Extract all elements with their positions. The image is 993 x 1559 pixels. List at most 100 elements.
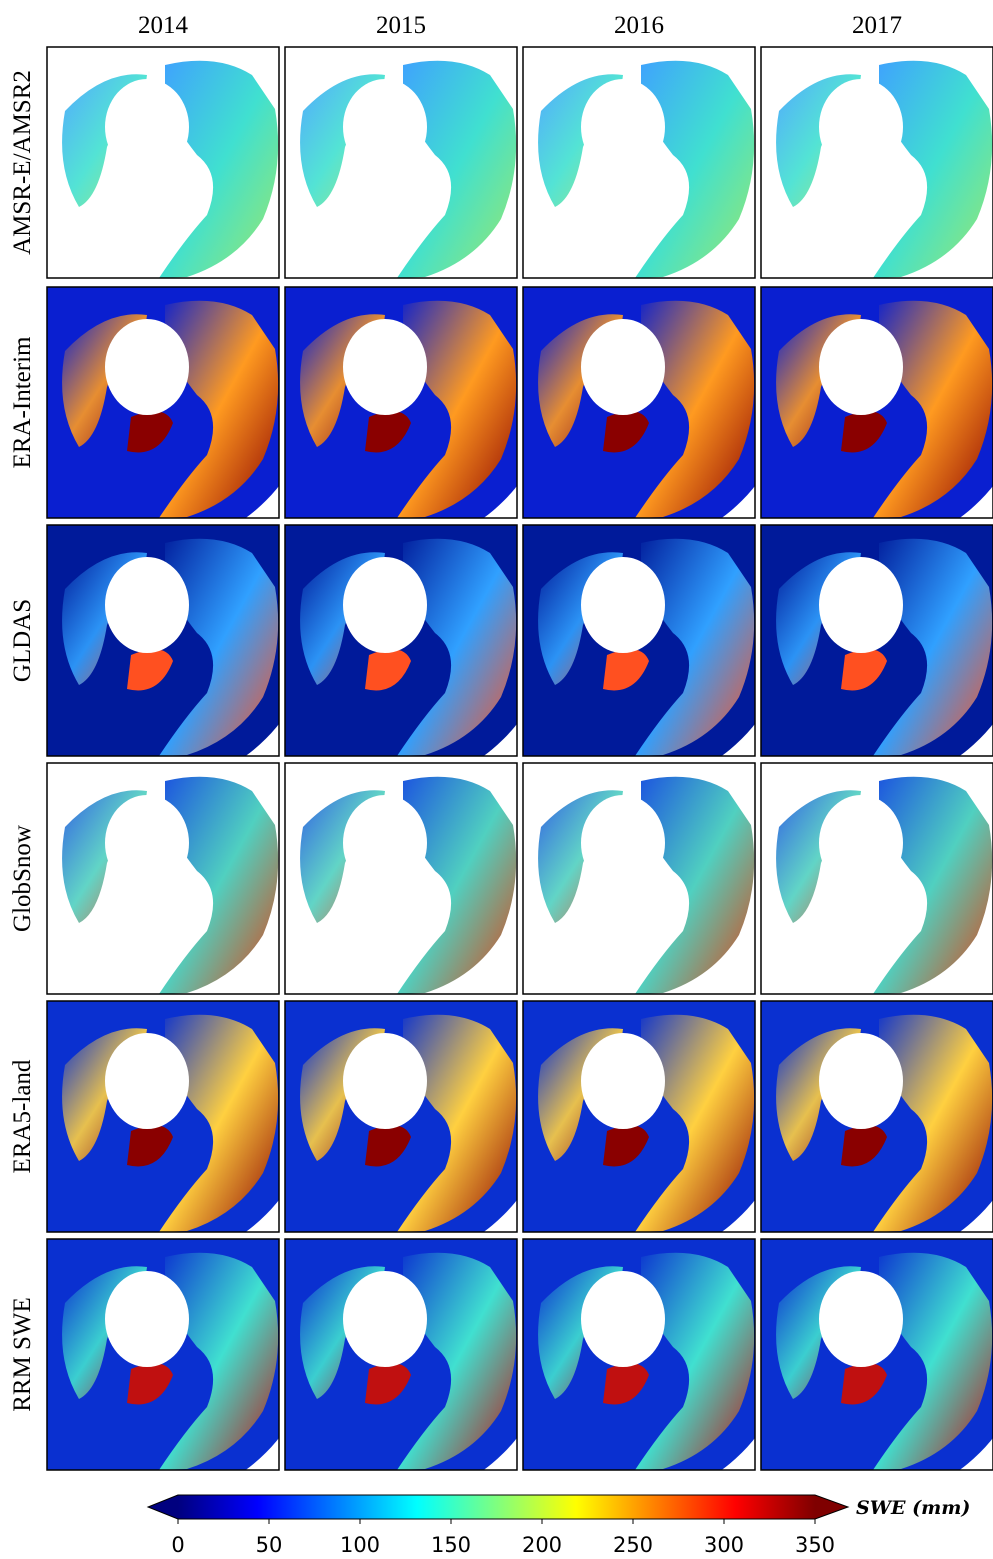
arctic-ocean: [819, 1033, 903, 1129]
landmass-group: [538, 1252, 755, 1470]
row-label: ERA-Interim: [9, 336, 36, 468]
arctic-ocean: [343, 79, 427, 175]
map-panel: [538, 776, 755, 994]
landmass: [635, 300, 755, 518]
panel-frame: [760, 1238, 993, 1471]
colorbar-tick-label: 150: [431, 1533, 471, 1557]
landmass: [397, 1014, 517, 1232]
landmass-group: [776, 538, 993, 756]
panel-frame: [46, 46, 280, 279]
colorbar-tick-label: 50: [256, 1533, 283, 1557]
panel-frame: [522, 46, 756, 279]
row-label: GlobSnow: [9, 825, 36, 932]
panel-frame: [522, 1000, 756, 1233]
column-header: 2015: [376, 12, 426, 39]
landmass-group: [776, 1252, 993, 1470]
landmass-group: [538, 1014, 755, 1232]
landmass: [603, 411, 649, 453]
arctic-ocean: [581, 1033, 665, 1129]
panel-frame: [760, 286, 993, 519]
arctic-ocean: [105, 795, 189, 891]
colorbar-tick-label: 300: [704, 1533, 744, 1557]
map-panel: [761, 1001, 993, 1232]
map-panel: [761, 1239, 993, 1470]
colorbar-tick-label: 350: [795, 1533, 835, 1557]
row-label: RRM SWE: [9, 1297, 36, 1412]
map-panel: [300, 60, 517, 278]
landmass: [159, 538, 279, 756]
arctic-ocean: [581, 1271, 665, 1367]
map-panel: [47, 287, 279, 518]
column-header: 2017: [852, 12, 902, 39]
panel-frame: [522, 286, 756, 519]
row-label: ERA5-land: [9, 1059, 36, 1173]
map-panel: [285, 287, 517, 518]
column-header: 2014: [138, 12, 189, 39]
landmass-group: [300, 60, 517, 278]
arctic-ocean: [343, 795, 427, 891]
landmass: [841, 411, 887, 453]
panel-frame: [522, 524, 756, 757]
arctic-ocean: [819, 319, 903, 415]
landmass: [397, 776, 517, 994]
arctic-ocean: [819, 557, 903, 653]
landmass-group: [62, 776, 279, 994]
arctic-ocean: [581, 557, 665, 653]
map-panel: [523, 525, 755, 756]
landmass: [873, 300, 993, 518]
row-label: AMSR-E/AMSR2: [9, 70, 36, 255]
landmass: [873, 538, 993, 756]
landmass: [635, 776, 755, 994]
landmass-group: [776, 776, 993, 994]
panel-frame: [522, 1238, 756, 1471]
landmass: [397, 1252, 517, 1470]
landmass: [127, 1363, 173, 1405]
landmass: [873, 1252, 993, 1470]
colorbar-tick-label: 0: [171, 1533, 184, 1557]
landmass-group: [538, 300, 755, 518]
arctic-ocean: [343, 319, 427, 415]
map-panel: [47, 525, 279, 756]
landmass-group: [538, 538, 755, 756]
landmass: [159, 1014, 279, 1232]
arctic-ocean: [581, 79, 665, 175]
colorbar-extend-low: [148, 1495, 178, 1519]
landmass: [603, 1363, 649, 1405]
panel-frame: [46, 1000, 280, 1233]
landmass-group: [776, 60, 993, 278]
panel-frame: [46, 1238, 280, 1471]
landmass: [127, 411, 173, 453]
arctic-ocean: [343, 557, 427, 653]
arctic-ocean: [105, 79, 189, 175]
landmass-group: [62, 300, 279, 518]
landmass-group: [300, 1014, 517, 1232]
panel-frame: [46, 286, 280, 519]
arctic-ocean: [819, 795, 903, 891]
landmass: [397, 538, 517, 756]
landmass: [873, 60, 993, 278]
colorbar-tick-label: 250: [613, 1533, 653, 1557]
arctic-ocean: [819, 1271, 903, 1367]
map-panel: [47, 1001, 279, 1232]
arctic-ocean: [581, 319, 665, 415]
map-panel: [776, 776, 993, 994]
arctic-ocean: [343, 1271, 427, 1367]
map-panel: [523, 1001, 755, 1232]
landmass: [397, 60, 517, 278]
landmass: [365, 1125, 411, 1167]
landmass-group: [300, 538, 517, 756]
landmass-group: [300, 776, 517, 994]
arctic-ocean: [343, 1033, 427, 1129]
landmass-group: [300, 300, 517, 518]
landmass: [159, 300, 279, 518]
arctic-ocean: [819, 79, 903, 175]
panel-frame: [760, 46, 993, 279]
map-panel: [285, 525, 517, 756]
landmass: [841, 649, 887, 691]
map-panel: [300, 776, 517, 994]
landmass: [873, 1014, 993, 1232]
arctic-ocean: [581, 795, 665, 891]
panel-frame: [284, 524, 518, 757]
map-panel: [776, 60, 993, 278]
landmass-group: [776, 300, 993, 518]
